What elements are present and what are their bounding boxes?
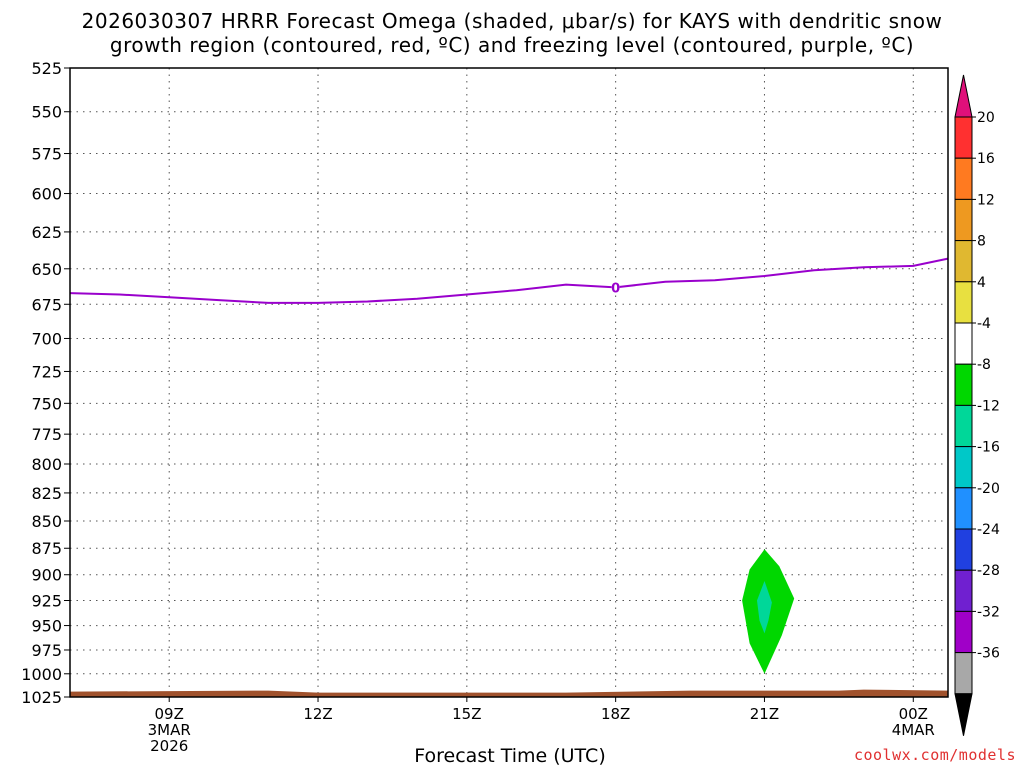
colorbar-bin	[954, 322, 973, 365]
colorbar-bin	[954, 652, 973, 695]
y-tick-label: 1025	[21, 688, 62, 707]
y-tick-label: 600	[31, 185, 62, 204]
colorbar-bin	[954, 404, 973, 448]
freezing-level-label-bg	[611, 280, 620, 294]
terrain-fill	[70, 689, 948, 697]
x-tick-date: 4MAR	[892, 721, 935, 739]
omega-regions	[742, 549, 795, 674]
y-tick-label: 875	[31, 539, 62, 558]
colorbar-bin	[954, 446, 973, 489]
y-tick-label: 625	[31, 223, 62, 242]
y-tick-label: 700	[31, 329, 62, 348]
colorbar-bin	[954, 198, 973, 242]
x-tick-label: 09Z	[155, 705, 184, 723]
colorbar-label: -28	[977, 563, 1000, 579]
freezing-level-label: 0	[611, 281, 620, 296]
colorbar-label: 12	[977, 192, 995, 208]
freezing-level: 0	[69, 257, 949, 304]
colorbar-bin	[954, 610, 973, 654]
y-tick-label: 650	[31, 260, 62, 279]
colorbar-bin	[954, 363, 973, 406]
grid-lines	[70, 67, 948, 698]
y-tick-label: 525	[31, 59, 62, 78]
omega-region	[757, 581, 772, 634]
y-axis-ticks: 525 550 575 600 625 650 675 700 725 750 775 800 825 8…	[21, 59, 70, 707]
y-tick-label: 725	[31, 362, 62, 381]
x-axis-title: Forecast Time (UTC)	[414, 745, 606, 767]
x-tick-label: 12Z	[303, 705, 332, 723]
colorbar-label: 8	[977, 234, 986, 250]
y-tick-label: 975	[31, 641, 62, 660]
colorbar-label: -24	[977, 522, 1000, 538]
colorbar-label: -16	[977, 440, 1000, 456]
colorbar-bin	[954, 157, 973, 200]
x-tick-label: 21Z	[750, 705, 779, 723]
x-tick-label: 00Z	[899, 705, 928, 723]
colorbar-bin	[954, 240, 973, 283]
colorbar-label: -32	[977, 604, 1000, 620]
x-tick-label: 15Z	[452, 705, 481, 723]
colorbar-label: -12	[977, 398, 1000, 414]
colorbar-label: -4	[977, 316, 991, 332]
colorbar-bin	[954, 281, 973, 324]
colorbar-label: 16	[977, 151, 995, 167]
x-tick-label: 18Z	[601, 705, 630, 723]
y-tick-label: 775	[31, 425, 62, 444]
y-tick-label: 1000	[21, 665, 62, 684]
y-tick-label: 900	[31, 566, 62, 585]
y-tick-label: 950	[31, 617, 62, 636]
colorbar-label: -36	[977, 646, 1000, 662]
y-tick-label: 800	[31, 455, 62, 474]
colorbar-label: 4	[977, 275, 986, 291]
colorbar: 20 16 12 8 4 -4 -8 -12 -16 -20 -24 -28 -32 -36	[954, 74, 1000, 736]
y-tick-label: 825	[31, 484, 62, 503]
colorbar-label: -20	[977, 481, 1000, 497]
y-tick-label: 550	[31, 103, 62, 122]
y-tick-label: 675	[31, 295, 62, 314]
y-tick-label: 750	[31, 394, 62, 413]
freezing-level-line	[69, 257, 949, 304]
colorbar-label: -8	[977, 357, 991, 373]
x-tick-year: 2026	[150, 737, 188, 755]
colorbar-top-arrow	[954, 74, 973, 118]
y-tick-label: 925	[31, 591, 62, 610]
y-tick-label: 575	[31, 145, 62, 164]
y-tick-label: 850	[31, 512, 62, 531]
chart-title-line2: growth region (contoured, red, ºC) and f…	[109, 33, 915, 57]
credit-link[interactable]: coolwx.com/models	[853, 746, 1016, 764]
chart-title-line1: 2026030307 HRRR Forecast Omega (shaded, …	[81, 9, 943, 33]
colorbar-bin	[954, 487, 973, 530]
terrain	[70, 689, 948, 697]
colorbar-label: 20	[977, 110, 995, 126]
colorbar-bottom-arrow	[954, 693, 973, 736]
colorbar-bin	[954, 116, 973, 159]
plot-frame	[69, 67, 949, 698]
x-tick-date: 3MAR	[148, 721, 191, 739]
colorbar-bin	[954, 528, 973, 571]
colorbar-bin	[954, 569, 973, 612]
